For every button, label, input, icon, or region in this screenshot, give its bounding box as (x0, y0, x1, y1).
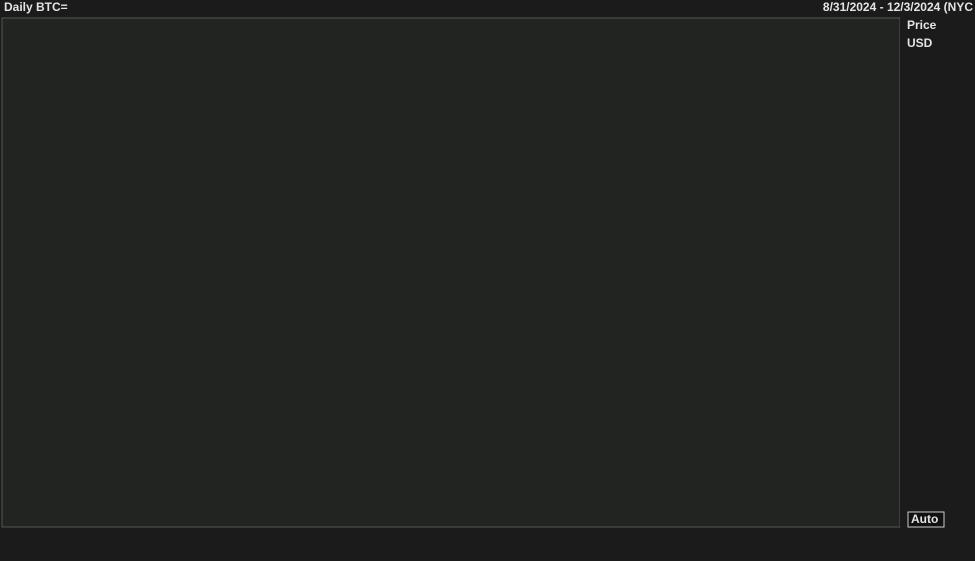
y-axis-label: Price (907, 18, 937, 32)
plot-area (1, 17, 901, 528)
auto-button[interactable] (907, 511, 945, 528)
y-axis-unit: USD (907, 36, 933, 50)
auto-button-label[interactable]: Auto (911, 512, 938, 526)
price-axis-panel (900, 18, 975, 527)
date-range: 8/31/2024 - 12/3/2024 (NYC (823, 0, 973, 14)
chart-title: Daily BTC= (4, 0, 68, 14)
